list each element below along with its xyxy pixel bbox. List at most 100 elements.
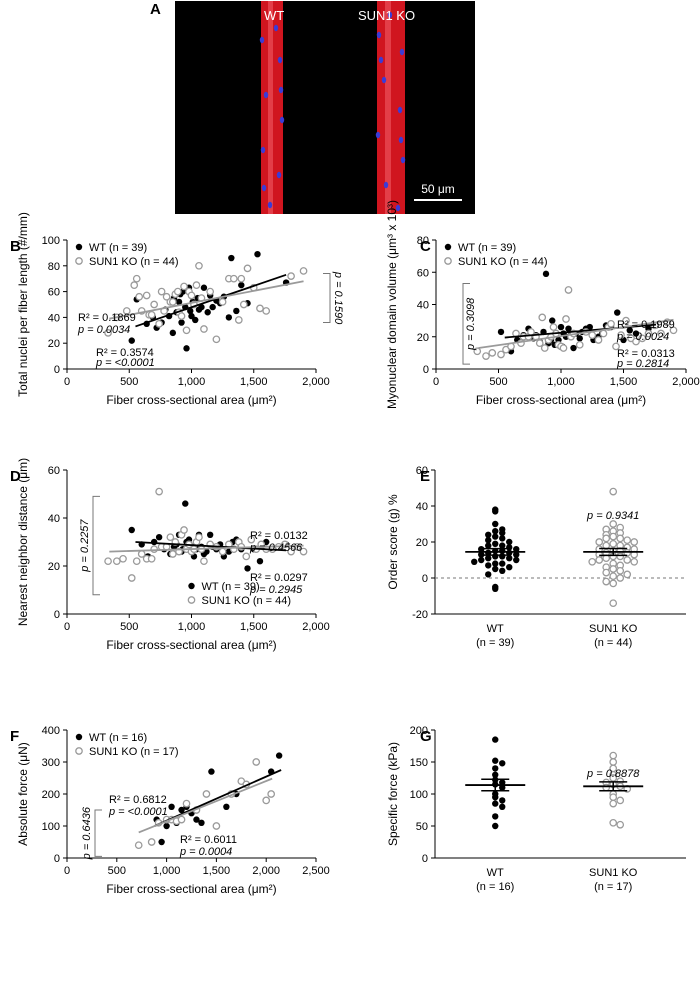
legend-label-1: SUN1 KO (n = 44) (202, 595, 292, 607)
nucleus-ko-3 (397, 106, 403, 114)
wt-point (506, 538, 513, 546)
category-n-1: (n = 17) (594, 881, 632, 893)
wt-point (485, 542, 492, 549)
ko-point (119, 554, 127, 563)
x-tick-label-2: 1,000 (178, 376, 206, 388)
legend-label-0: WT (n = 39) (458, 242, 516, 254)
wt-point (158, 838, 165, 846)
nucleus-wt-5 (276, 171, 282, 179)
ko-point (616, 574, 625, 582)
legend-label-1: SUN1 KO (n = 17) (89, 746, 179, 758)
wt-point (492, 560, 499, 567)
x-tick-label-3: 1,500 (610, 376, 638, 388)
wt-point (478, 556, 485, 564)
panel-letter-d: D (10, 468, 21, 485)
wt-point (492, 771, 499, 778)
x-tick-label-0: 0 (64, 376, 70, 388)
ko-fit-line (109, 544, 304, 553)
x-axis-label: Fiber cross-sectional area (μm²) (106, 638, 276, 652)
category-label-0: WT (487, 623, 504, 635)
ko-point (155, 319, 163, 328)
comparison-label: p = 0.1590 (332, 271, 344, 325)
wt-point (208, 768, 215, 775)
ko-point (243, 264, 252, 273)
wt-point (557, 323, 565, 331)
nucleus-ko-10 (387, 11, 393, 19)
ko-point (630, 557, 639, 566)
nucleus-ko-4 (375, 131, 381, 139)
y-tick-label-4: 80 (48, 261, 60, 273)
ko-point (632, 337, 640, 346)
ko-point (237, 274, 246, 283)
wt-point (492, 822, 499, 830)
wt-point (128, 337, 135, 344)
x-axis-label: Fiber cross-sectional area (μm²) (106, 393, 276, 407)
x-tick-label-2: 1,000 (547, 376, 575, 388)
ko-point (104, 329, 112, 337)
panel-a: A WT SUN1 KO RP DAPI 50 μm (150, 1, 475, 214)
wt-point (175, 298, 183, 306)
ko-point (218, 547, 227, 556)
ko-point (130, 281, 139, 289)
category-label-0: WT (487, 867, 504, 879)
fiber-wt-highlight (268, 1, 273, 214)
nuclei-layer (259, 11, 406, 212)
nucleus-ko-0 (376, 31, 382, 39)
y-tick-label-2: 40 (48, 312, 60, 324)
ko-point (616, 534, 625, 543)
wt-fit-line (135, 541, 287, 552)
ko-point (609, 751, 618, 760)
ko-point (575, 340, 584, 349)
panel-c: C 0 20 40 60 80 0 500 1,000 1,500 2,000 Fiber cross… (385, 200, 700, 409)
wt-point (499, 560, 506, 567)
panel-d: D 0 20 40 60 0 500 1,000 1,500 2,000 Fiber cross-s… (10, 458, 330, 652)
wt-point (244, 565, 251, 572)
ko-fit-p: p = 0.0034 (77, 324, 130, 336)
wt-point (485, 537, 492, 544)
nucleus-wt-1 (277, 56, 283, 64)
y-tick-label-2: 200 (42, 789, 60, 801)
ko-point (482, 352, 490, 360)
wt-point (178, 319, 185, 326)
wt-fit-r2: R² = 0.1989 (617, 319, 675, 331)
y-tick-label-3: 300 (42, 757, 60, 769)
wt-point (499, 784, 506, 791)
ko-point (595, 538, 604, 546)
wt-point (192, 316, 199, 324)
ko-point (212, 335, 221, 344)
panel-g: G 0 50 100 150 200 Specific force (kPa) WT (n = … (386, 725, 686, 893)
nucleus-ko-5 (400, 156, 406, 164)
x-tick-label-2: 1,000 (178, 621, 206, 633)
wt-point (200, 284, 208, 291)
comparison-label: p = 0.6436 (81, 806, 93, 860)
ko-point (162, 292, 171, 301)
y-tick-label-1: 20 (48, 338, 60, 350)
wt-point (492, 765, 499, 772)
x-tick-label-3: 1,500 (240, 621, 268, 633)
legend-rp: RP (432, 90, 450, 105)
nucleus-wt-2 (263, 91, 269, 99)
wt-point (492, 508, 499, 515)
wt-point (492, 585, 499, 592)
x-tick-label-4: 2,000 (672, 376, 700, 388)
ko-point (180, 282, 188, 291)
y-tick-label-3: 60 (48, 465, 60, 477)
ko-point (562, 315, 570, 323)
wt-point (614, 309, 621, 316)
legend-marker-0 (75, 243, 83, 251)
wt-point (499, 553, 506, 560)
wt-point (485, 555, 492, 562)
ko-point (564, 286, 573, 294)
wt-point (492, 736, 499, 743)
wt-point (499, 760, 506, 767)
ko-point (473, 347, 482, 356)
y-axis-label: Order score (g) % (386, 494, 400, 590)
ko-point (132, 274, 141, 283)
x-tick-label-4: 2,000 (302, 376, 330, 388)
panel-e: E -20 0 20 40 60 Order score (g) % WT (n = 39) SU… (386, 465, 686, 649)
x-tick-label-0: 0 (64, 621, 70, 633)
wt-point (506, 564, 513, 571)
ko-point (177, 312, 186, 320)
ko-fit-r2: R² = 0.0132 (250, 530, 308, 542)
